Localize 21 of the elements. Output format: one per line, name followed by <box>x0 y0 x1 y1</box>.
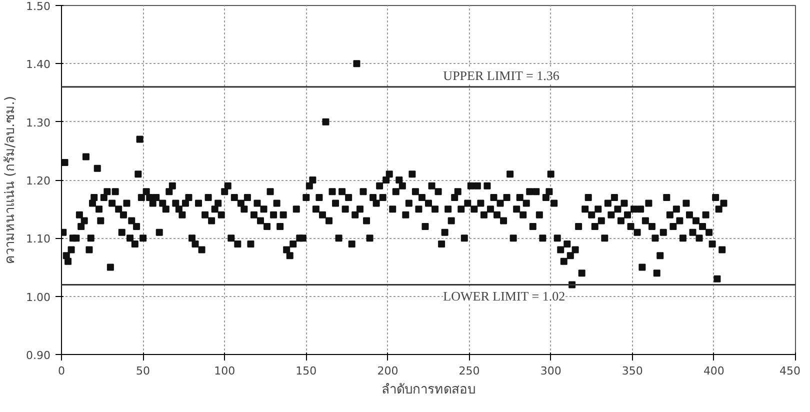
x-tick-label: 250 <box>458 364 480 378</box>
y-tick-label: 1.20 <box>26 174 51 188</box>
x-axis-title: ลำดับการทดสอบ <box>382 382 476 398</box>
ref-line-label: UPPER LIMIT = 1.36 <box>443 68 560 83</box>
x-tick-label: 450 <box>780 364 801 378</box>
x-tick-label: 50 <box>136 364 150 378</box>
x-tick-label: 300 <box>540 364 562 378</box>
ref-line-label: LOWER LIMIT = 1.02 <box>443 288 566 304</box>
x-tick-label: 200 <box>377 364 398 378</box>
x-tick-label: 400 <box>703 364 724 378</box>
y-tick-label: 1.00 <box>26 290 51 304</box>
y-tick-label: 0.90 <box>26 349 51 362</box>
y-tick-label: 1.40 <box>26 58 51 72</box>
x-tick-label: 150 <box>296 364 317 378</box>
x-tick-label: 0 <box>58 364 65 378</box>
y-tick-label: 1.10 <box>26 232 51 246</box>
y-tick-label: 1.50 <box>26 0 51 13</box>
x-tick-label: 100 <box>214 364 236 378</box>
x-tick-label: 350 <box>622 364 643 378</box>
y-tick-label: 1.30 <box>26 116 51 130</box>
y-axis-title: ความหนาแน่น (กรัม/ลบ.ซม.) <box>3 96 18 264</box>
